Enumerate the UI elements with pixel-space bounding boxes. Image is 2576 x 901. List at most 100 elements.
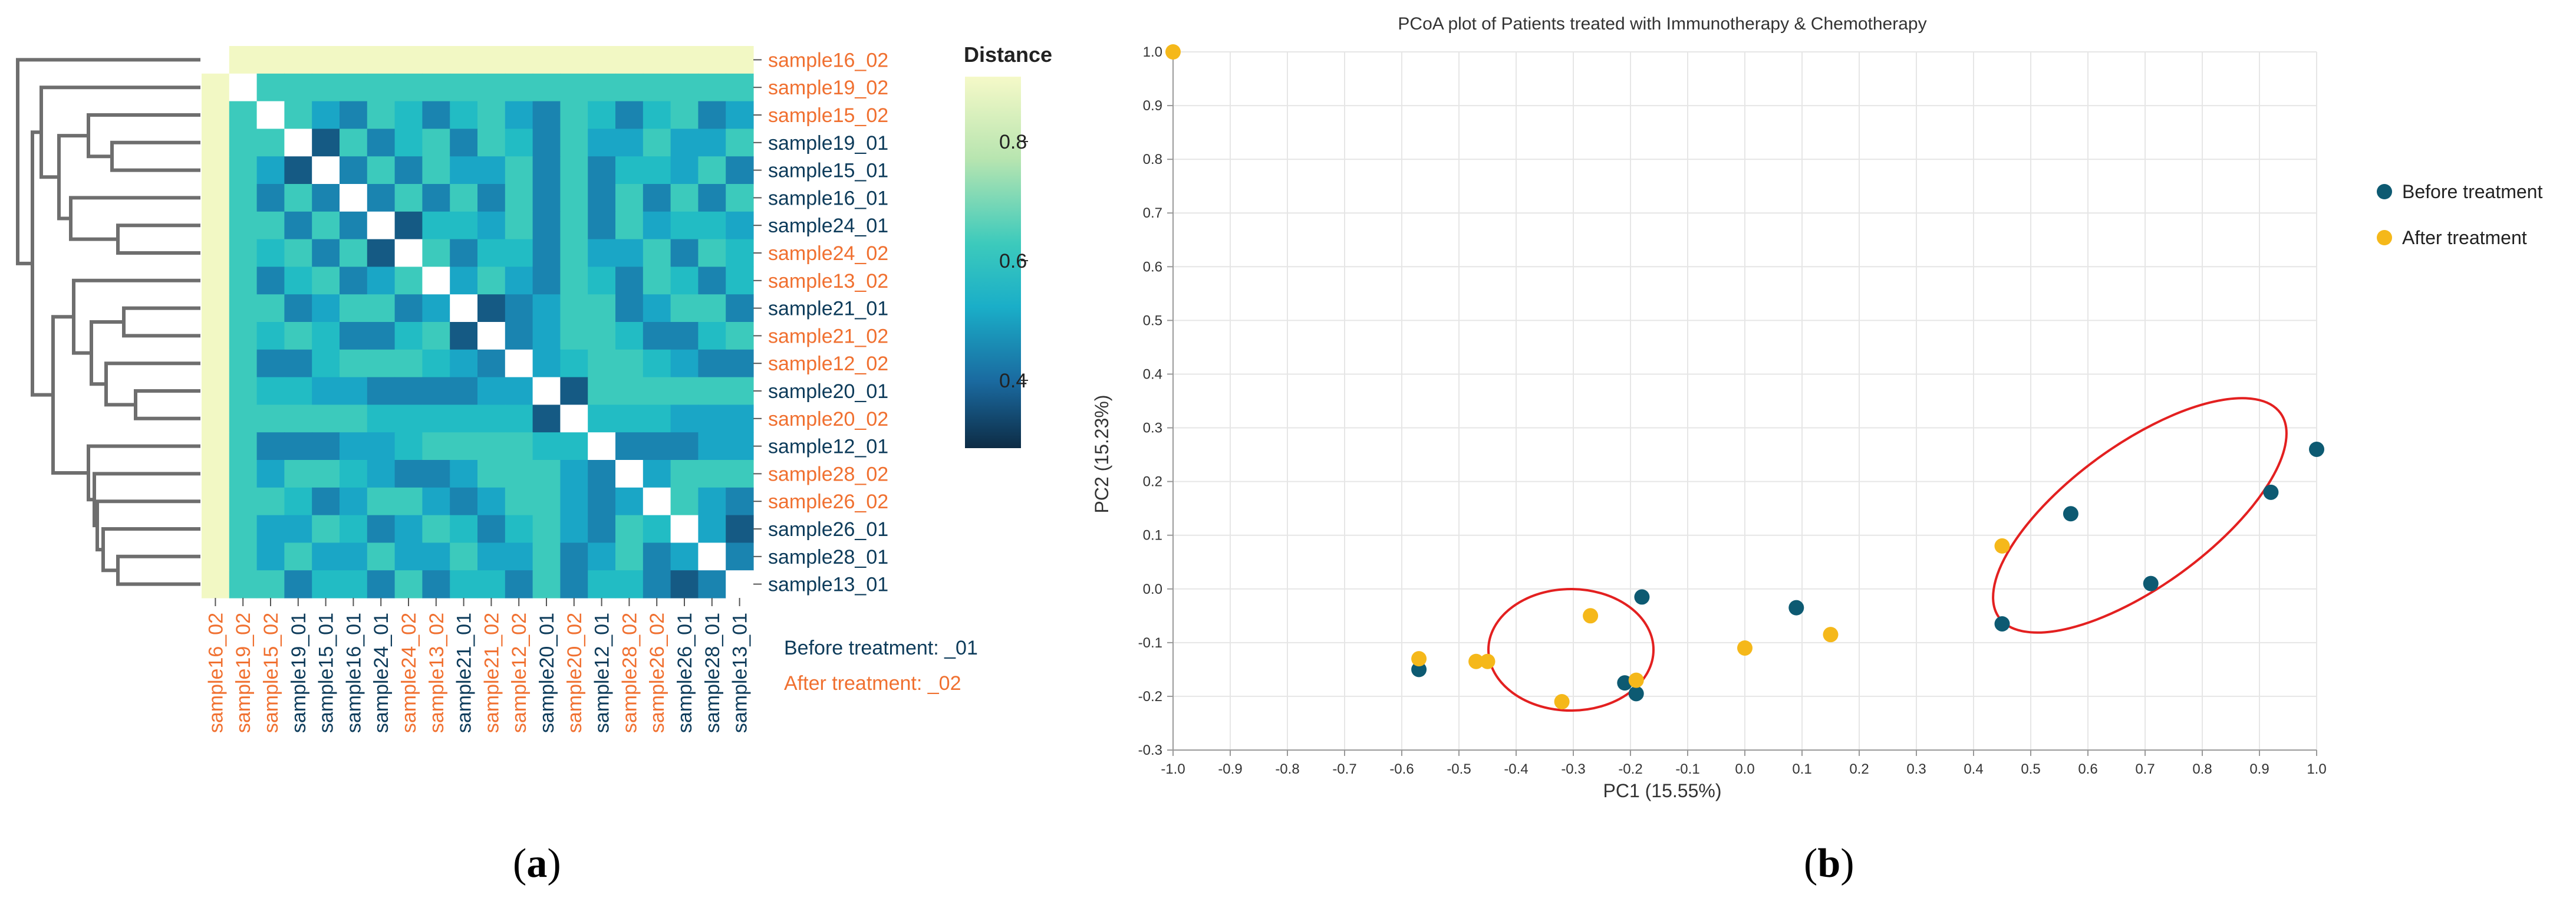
heatmap-cell bbox=[202, 349, 230, 378]
heatmap-column-label: sample21_01 bbox=[453, 613, 476, 733]
heatmap-cell bbox=[615, 46, 644, 74]
heatmap-row-label: sample20_01 bbox=[768, 380, 888, 403]
heatmap-cell bbox=[422, 515, 450, 543]
heatmap-cell bbox=[560, 184, 588, 212]
heatmap-cell bbox=[256, 570, 285, 599]
heatmap-cell bbox=[202, 267, 230, 295]
heatmap-cell bbox=[312, 294, 340, 323]
dendrogram-branch bbox=[95, 499, 200, 552]
legend-title: Distance bbox=[964, 42, 1052, 67]
heatmap-cell bbox=[312, 515, 340, 543]
heatmap-cell bbox=[312, 377, 340, 405]
heatmap-cell bbox=[284, 294, 312, 323]
heatmap-cell bbox=[477, 46, 506, 74]
heatmap-cell bbox=[340, 349, 368, 378]
heatmap-cell bbox=[450, 377, 478, 405]
heatmap-cell bbox=[256, 73, 285, 102]
heatmap-cell bbox=[615, 405, 644, 433]
scatter-point bbox=[1583, 608, 1599, 624]
heatmap-cell bbox=[532, 460, 561, 488]
heatmap-cell bbox=[643, 460, 671, 488]
heatmap-cell bbox=[477, 515, 506, 543]
cluster-ellipse-left bbox=[1487, 588, 1655, 712]
heatmap-cell bbox=[726, 542, 754, 571]
heatmap-cell bbox=[367, 73, 396, 102]
heatmap-cell bbox=[256, 460, 285, 488]
heatmap-cell bbox=[698, 432, 726, 461]
scatter-point bbox=[2263, 484, 2279, 500]
chart-title: PCoA plot of Patients treated with Immun… bbox=[1398, 14, 1926, 34]
heatmap-cell bbox=[643, 405, 671, 433]
heatmap-cell bbox=[615, 129, 644, 157]
heatmap-cell bbox=[726, 460, 754, 488]
y-tick-label: 0.5 bbox=[1143, 313, 1162, 328]
heatmap-cell bbox=[394, 129, 423, 157]
heatmap-cell bbox=[532, 322, 561, 350]
heatmap-cell bbox=[340, 73, 368, 102]
heatmap-cell bbox=[615, 184, 644, 212]
heatmap-cell bbox=[560, 377, 588, 405]
x-tick-label: -0.5 bbox=[1447, 761, 1471, 777]
legend-color-bar bbox=[965, 77, 1021, 448]
heatmap-cell bbox=[340, 46, 368, 74]
heatmap-cell bbox=[505, 487, 533, 516]
heatmap-cell bbox=[450, 294, 478, 323]
dendrogram-branch bbox=[134, 389, 200, 420]
heatmap-cell bbox=[505, 156, 533, 185]
heatmap-cell bbox=[698, 184, 726, 212]
heatmap-cell bbox=[422, 129, 450, 157]
x-tick-label: 0.2 bbox=[1849, 761, 1869, 777]
heatmap-cell bbox=[588, 570, 616, 599]
heatmap-cell bbox=[367, 211, 396, 240]
heatmap-cell bbox=[532, 101, 561, 129]
heatmap-cell bbox=[560, 46, 588, 74]
heatmap-cell bbox=[394, 211, 423, 240]
heatmap-cell bbox=[229, 101, 258, 129]
x-tick-label: 0.1 bbox=[1792, 761, 1811, 777]
heatmap-cell bbox=[532, 570, 561, 599]
heatmap-row-label: sample19_02 bbox=[768, 77, 888, 99]
heatmap-cell bbox=[532, 349, 561, 378]
heatmap-column-label: sample26_01 bbox=[674, 613, 696, 733]
heatmap-column-label: sample26_02 bbox=[646, 613, 668, 733]
heatmap-cell bbox=[229, 129, 258, 157]
heatmap-cell bbox=[505, 405, 533, 433]
heatmap-cell bbox=[532, 267, 561, 295]
heatmap-cell bbox=[643, 570, 671, 599]
scatter-point bbox=[1411, 662, 1427, 678]
heatmap-cell bbox=[229, 460, 258, 488]
note-after-treatment: After treatment: _02 bbox=[784, 672, 961, 695]
heatmap-cell bbox=[505, 211, 533, 240]
heatmap-cell bbox=[698, 377, 726, 405]
heatmap-cell bbox=[588, 542, 616, 571]
heatmap-cell bbox=[505, 239, 533, 267]
heatmap-cell bbox=[560, 239, 588, 267]
heatmap-row-label: sample15_02 bbox=[768, 104, 888, 127]
heatmap-cell bbox=[560, 570, 588, 599]
scatter-points bbox=[1165, 44, 2324, 710]
heatmap-cell bbox=[588, 46, 616, 74]
heatmap-cell bbox=[477, 101, 506, 129]
heatmap-cell bbox=[698, 542, 726, 571]
heatmap-row-label: sample24_02 bbox=[768, 242, 888, 265]
heatmap-cell bbox=[450, 184, 478, 212]
heatmap-cell bbox=[202, 156, 230, 185]
heatmap-cell bbox=[726, 46, 754, 74]
heatmap-cell bbox=[312, 156, 340, 185]
cluster-ellipses bbox=[1487, 397, 2288, 712]
heatmap-cell bbox=[532, 542, 561, 571]
heatmap-cell bbox=[367, 405, 396, 433]
heatmap-cell bbox=[505, 377, 533, 405]
heatmap-cell bbox=[560, 129, 588, 157]
heatmap-cell bbox=[477, 542, 506, 571]
heatmap-cell bbox=[450, 570, 478, 599]
scatter-point bbox=[2143, 576, 2159, 591]
heatmap-cell bbox=[670, 101, 699, 129]
heatmap-cell bbox=[312, 267, 340, 295]
y-tick-label: 0.9 bbox=[1143, 98, 1162, 114]
heatmap-cell bbox=[698, 322, 726, 350]
heatmap-cell bbox=[340, 267, 368, 295]
heatmap-column-label: sample19_02 bbox=[232, 613, 255, 733]
heatmap-cell bbox=[615, 156, 644, 185]
heatmap-cell bbox=[698, 211, 726, 240]
